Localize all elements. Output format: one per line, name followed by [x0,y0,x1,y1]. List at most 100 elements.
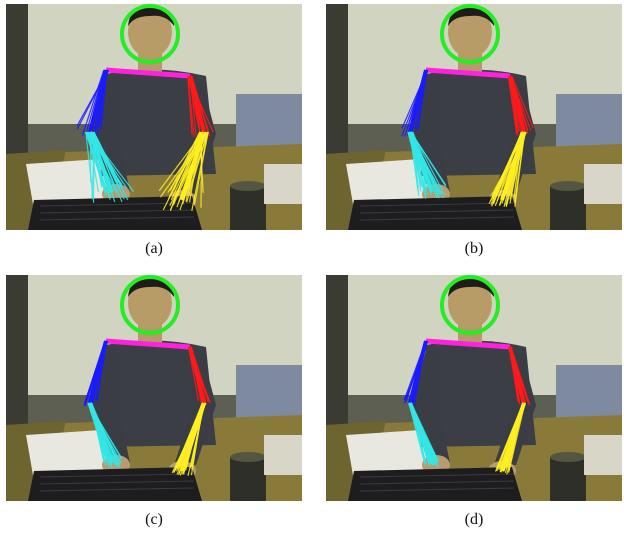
limb-sample [173,402,204,473]
limb-sample [407,131,423,188]
left-forearm [84,131,135,203]
shoulder-line [425,338,511,350]
floor-carpet [556,365,622,425]
waste-bin [550,457,586,501]
figure-panel-b: (b) [326,4,622,258]
pose-image-b [326,4,622,230]
limb-sample [193,131,209,206]
keyboard-key-row [39,480,195,485]
limb-sample [81,69,105,136]
keyboard [348,467,522,501]
right-forearm [488,131,527,207]
limb-sample [187,75,202,138]
limb-mean [500,131,526,201]
pose-overlay [403,275,531,475]
right-forearm [171,402,207,476]
limb-mean [408,402,434,464]
head-circle [440,4,500,64]
limb-sample [84,131,108,196]
right-forearm [494,402,526,475]
limb-mean [88,340,108,404]
pose-image-c [6,275,302,501]
keyboard-key-row [39,202,195,207]
limb-sample [187,131,209,194]
keyboard-key-row [39,216,195,221]
right-sleeve [174,353,216,465]
limb-sample [408,402,426,466]
limb-mean [508,346,526,404]
limb-sample [92,131,118,194]
limb-mean [88,402,114,464]
limb-sample [410,402,440,462]
limb-mean [508,75,526,133]
limb-mean [188,346,206,404]
waste-bin [230,457,266,501]
limb-sample [170,131,204,200]
person-face [448,6,492,58]
limb-mean [180,131,206,201]
left-shelf [326,4,348,154]
limb-sample [411,131,440,195]
figure-panel-d: (d) [326,275,622,529]
limb-mean [500,402,526,472]
limb-sample [191,131,209,212]
limb-sample [511,75,534,129]
panel-caption: (c) [145,511,163,528]
limb-sample [187,75,193,135]
limb-sample [93,131,123,189]
waste-bin-rim [230,452,266,462]
left-shelf [6,275,28,425]
left-shelf [326,275,348,425]
head-circle [120,4,180,64]
limb-mean [408,340,428,404]
desk-phone [264,164,302,204]
person-torso [421,340,536,447]
keyboard-key-row [359,202,515,207]
limb-sample [93,69,109,138]
right-sleeve [494,353,536,465]
keyboard-key-row [39,473,195,478]
shoulder-line [425,67,511,79]
keyboard-key-row [39,487,195,492]
floor-carpet [556,94,622,154]
pose-overlay [76,4,214,212]
limb-mean [408,69,428,133]
limb-sample [514,131,526,203]
pose-image-d [326,275,622,501]
right-upper-arm [187,75,214,138]
keyboard-key-row [359,480,515,485]
keyboard-key-row [359,209,515,214]
left-forearm [408,402,440,467]
shoulder-line [105,67,191,79]
limb-sample [191,75,211,137]
head-circle [120,275,180,335]
panel-caption: (b) [464,240,484,257]
left-shelf [6,4,28,154]
limb-mean [408,131,434,193]
left-forearm [87,402,123,468]
limb-sample [507,75,518,134]
figure-panel-c: (c) [6,275,302,529]
limb-sample [496,131,522,202]
limb-mean [180,402,206,472]
person-torso [101,340,216,447]
limb-sample [411,131,446,196]
left-forearm [407,131,447,199]
keyboard [28,467,202,501]
keyboard-key-row [39,209,195,214]
keyboard [348,196,522,230]
panel-caption: (d) [464,511,484,528]
waste-bin [230,186,266,230]
person-face [128,6,172,58]
pose-overlay [83,275,211,476]
desk-phone [584,435,622,475]
waste-bin-rim [550,181,586,191]
keyboard [28,196,202,230]
person-torso [421,69,536,176]
waste-bin-rim [550,452,586,462]
desk-phone [584,164,622,204]
panel-caption: (a) [145,240,163,257]
pose-overlay [401,4,534,207]
shoulder-line [105,338,191,350]
keyboard-key-row [359,216,515,221]
